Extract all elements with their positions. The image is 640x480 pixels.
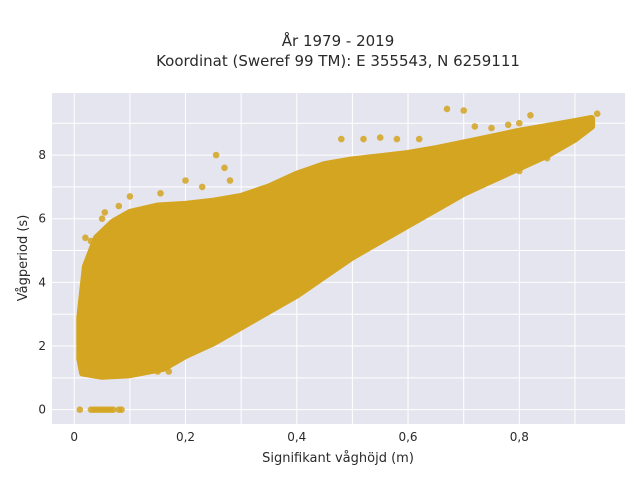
data-point [593,110,601,117]
x-tick-label: 0,6 [398,430,417,444]
data-point [157,190,164,197]
data-points [76,105,601,414]
data-point [543,129,551,137]
data-point [76,326,84,334]
data-point [198,183,206,191]
x-tick-label: 0,4 [287,430,306,444]
data-point [182,317,189,324]
data-point [326,253,334,261]
data-point [118,406,125,414]
x-axis-ticks: 0 0,2 0,4 0,6 0,8 [70,430,528,444]
data-point [182,177,189,184]
x-tick-label: 0,8 [510,430,529,444]
data-point [376,218,384,226]
data-point [260,186,267,194]
chart-title: År 1979 - 2019 [282,31,395,50]
x-tick-label: 0 [70,430,78,444]
data-point [527,112,534,119]
y-axis-label: Vågperiod (s) [16,215,31,302]
data-point [101,209,109,216]
data-point [393,135,401,143]
y-tick-label: 0 [38,403,46,417]
data-point [226,177,234,184]
data-point [538,127,545,135]
data-point [249,196,256,203]
chart-subtitle: Koordinat (Sweref 99 TM): E 355543, N 62… [156,52,520,70]
data-point [415,135,423,143]
data-point [271,247,278,254]
data-point [76,406,84,414]
data-point [126,193,134,200]
data-point [360,135,367,143]
data-point [460,186,468,194]
y-tick-label: 4 [38,275,46,289]
data-point [293,240,301,248]
x-tick-label: 0,2 [176,430,195,444]
data-point [98,215,106,222]
y-tick-label: 2 [38,339,46,353]
data-point [516,167,523,175]
data-point [338,135,345,143]
data-point [471,123,479,130]
data-point [154,345,161,353]
y-tick-label: 6 [38,212,46,226]
data-point [349,228,356,235]
data-point [143,212,150,219]
y-axis-ticks: 0 2 4 6 8 [38,148,46,417]
data-point [432,199,440,207]
data-point [87,237,95,245]
data-point [221,164,228,172]
data-point [443,105,451,113]
data-point [126,368,134,375]
data-point [82,234,89,242]
data-point [115,202,123,210]
data-point [237,285,245,293]
data-point [212,151,220,159]
data-point [210,310,217,318]
data-point [543,154,551,162]
data-point [504,121,512,129]
data-point [560,123,568,130]
data-point [488,124,495,132]
data-point [282,272,290,280]
data-point [165,368,173,375]
x-axis-label: Signifikant våghöjd (m) [262,451,414,466]
data-point [571,121,579,129]
data-point [321,231,328,238]
data-point [376,134,384,141]
data-point [404,212,412,219]
data-point [488,177,495,184]
data-point [109,406,117,414]
data-point [516,119,523,127]
data-point [154,368,161,375]
data-point [582,116,590,124]
data-point [304,263,312,270]
y-tick-label: 8 [38,148,46,162]
data-point [460,107,468,114]
